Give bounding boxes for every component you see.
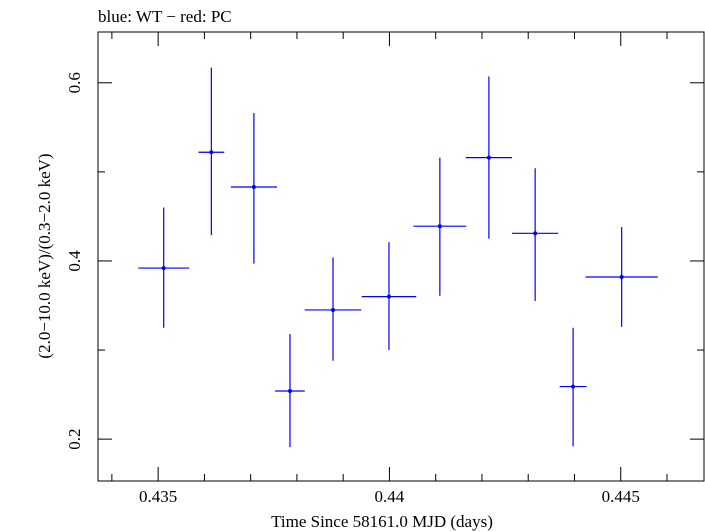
data-point bbox=[230, 113, 278, 264]
point-marker bbox=[330, 307, 335, 312]
point-marker bbox=[287, 389, 292, 394]
point-marker bbox=[209, 150, 214, 155]
point-marker bbox=[619, 274, 624, 279]
x-axis-label: Time Since 58161.0 MJD (days) bbox=[271, 512, 493, 531]
point-marker bbox=[161, 266, 166, 271]
axis-ticks: 0.435 0.44 0.445 0.2 0.4 0.6 bbox=[65, 32, 704, 506]
point-marker bbox=[386, 294, 391, 299]
data-point bbox=[465, 76, 513, 239]
y-tick-label: 0.4 bbox=[65, 250, 84, 272]
data-point bbox=[361, 242, 417, 351]
data-point bbox=[275, 334, 305, 448]
point-marker bbox=[486, 155, 491, 160]
point-marker bbox=[251, 185, 256, 190]
data-point bbox=[559, 327, 587, 447]
data-point bbox=[304, 257, 362, 361]
x-tick-label: 0.435 bbox=[139, 487, 177, 506]
data-point bbox=[585, 227, 658, 327]
data-point bbox=[512, 168, 559, 302]
data-marks bbox=[138, 67, 658, 448]
x-tick-label: 0.44 bbox=[375, 487, 405, 506]
y-tick-label: 0.6 bbox=[65, 72, 84, 93]
plot-frame bbox=[97, 31, 705, 482]
point-marker bbox=[571, 384, 576, 389]
x-tick-label: 0.445 bbox=[602, 487, 640, 506]
y-axis-label: (2.0−10.0 keV)/(0.3−2.0 keV) bbox=[35, 153, 54, 358]
point-marker bbox=[437, 224, 442, 229]
point-marker bbox=[533, 231, 538, 236]
data-point bbox=[413, 157, 467, 296]
y-tick-label: 0.2 bbox=[65, 429, 84, 450]
chart-title: blue: WT − red: PC bbox=[98, 7, 232, 26]
data-point bbox=[138, 207, 190, 328]
data-point bbox=[198, 67, 225, 236]
